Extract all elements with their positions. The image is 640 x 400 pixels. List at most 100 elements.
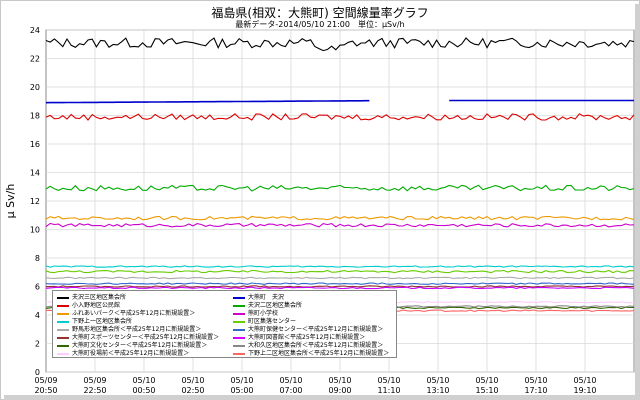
x-tick-time: 07:00: [279, 386, 302, 395]
legend-swatch: [57, 312, 69, 315]
legend-item: 小入野地区公民館: [57, 301, 120, 311]
legend-item: 下野上一区地区集会所: [57, 317, 132, 327]
legend-item: 下野上二区地区集会所＜平成25年12月に新規設置＞: [233, 349, 389, 359]
x-tick-date: 05/09: [34, 376, 57, 385]
legend-swatch: [57, 304, 69, 307]
x-tick-date: 05/10: [377, 376, 400, 385]
series-line: [45, 282, 635, 285]
x-tick-time: 00:50: [132, 386, 155, 395]
x-tick-time: 02:50: [181, 386, 204, 395]
legend-label: 大和久区地区集会所＜平成25年12月に新規設置＞: [248, 342, 384, 349]
legend-swatch: [233, 312, 245, 315]
series-line: [45, 269, 635, 274]
y-tick-label: 2: [35, 340, 40, 349]
legend-item: 大熊町図書館＜平成25年12月に新規設置＞: [233, 333, 365, 343]
y-tick-label: 18: [30, 112, 40, 121]
legend-item: 野馬形地区集会所＜平成25年12月に新規設置＞: [57, 325, 201, 335]
series-line: [45, 222, 635, 228]
legend-label: 小入野地区公民館: [72, 302, 121, 309]
y-tick-label: 22: [30, 55, 40, 64]
y-tick-label: 10: [30, 226, 40, 235]
legend-swatch: [57, 336, 69, 339]
legend-item: 町区集落センター: [233, 317, 296, 327]
y-tick-label: 14: [30, 169, 40, 178]
x-tick-date: 05/09: [83, 376, 106, 385]
chart-legend: 夫沢三区地区集会所 大熊町 夫沢小入野地区公民館 夫沢二区地区集会所ふれあいパーク＜…: [52, 290, 397, 358]
x-tick-date: 05/10: [132, 376, 155, 385]
x-tick-date: 05/10: [475, 376, 498, 385]
legend-label: 大熊町文化センター＜平成25年12月に新規設置＞: [72, 342, 208, 349]
legend-label: 大熊町役場前＜平成25年12月に新規設置＞: [72, 350, 190, 357]
legend-swatch: [233, 336, 245, 339]
frame-shadow-bottom: [4, 395, 640, 400]
x-tick-time: 20:50: [34, 386, 57, 395]
legend-label: 下野上二区地区集会所＜平成25年12月に新規設置＞: [248, 350, 390, 357]
legend-item: 大熊町 夫沢: [233, 293, 284, 303]
x-tick-time: 22:50: [83, 386, 106, 395]
x-tick-time: 11:10: [377, 386, 400, 395]
legend-swatch: [57, 296, 69, 299]
legend-item: 夫沢二区地区集会所: [233, 301, 302, 311]
legend-swatch: [233, 344, 245, 347]
x-tick-time: 13:10: [426, 386, 449, 395]
x-tick-time: 17:10: [524, 386, 547, 395]
legend-label: 下野上一区地区集会所: [72, 318, 133, 325]
y-tick-label: 8: [35, 254, 40, 263]
x-tick-date: 05/10: [573, 376, 596, 385]
y-tick-label: 16: [30, 140, 40, 149]
x-tick-time: 15:10: [475, 386, 498, 395]
x-tick-date: 05/10: [426, 376, 449, 385]
series-line: [45, 113, 635, 121]
series-line: [45, 215, 635, 221]
chart-title: 福島県(相双：大熊町) 空間線量率グラフ: [211, 6, 429, 20]
legend-item: 夫沢三区地区集会所: [57, 293, 126, 303]
legend-swatch: [57, 320, 69, 323]
legend-label: 大熊町保健センター＜平成25年12月に新規設置＞: [248, 326, 384, 333]
y-tick-label: 12: [30, 197, 40, 206]
frame-shadow-right: [635, 4, 640, 400]
legend-label: 大熊町 夫沢: [248, 294, 285, 301]
series-line: [45, 265, 635, 268]
x-tick-time: 19:10: [573, 386, 596, 395]
x-tick-date: 05/10: [524, 376, 547, 385]
legend-item: 大熊町文化センター＜平成25年12月に新規設置＞: [57, 341, 207, 351]
legend-label: 野馬形地区集会所＜平成25年12月に新規設置＞: [72, 326, 202, 333]
x-tick-date: 05/10: [279, 376, 302, 385]
x-tick-date: 05/10: [181, 376, 204, 385]
series-line: [45, 37, 635, 52]
legend-label: 大熊町図書館＜平成25年12月に新規設置＞: [248, 334, 366, 341]
y-tick-label: 4: [35, 311, 40, 320]
y-tick-label: 24: [30, 26, 40, 35]
legend-label: 熊町小学校: [248, 310, 279, 317]
legend-item: 熊町小学校: [233, 309, 278, 319]
series-line: [46, 285, 635, 288]
legend-swatch: [233, 304, 245, 307]
series-line: [45, 184, 635, 192]
legend-swatch: [233, 352, 245, 355]
x-tick-date: 05/10: [230, 376, 253, 385]
x-tick-date: 05/10: [328, 376, 351, 385]
legend-item: 大熊町役場前＜平成25年12月に新規設置＞: [57, 349, 189, 359]
x-tick-time: 05:00: [230, 386, 253, 395]
legend-label: 町区集落センター: [248, 318, 297, 325]
y-axis-label: μ Sv/h: [4, 184, 17, 219]
series-line: [45, 99, 370, 104]
y-tick-label: 20: [30, 83, 40, 92]
legend-item: 大和久区地区集会所＜平成25年12月に新規設置＞: [233, 341, 383, 351]
x-tick-time: 09:00: [328, 386, 351, 395]
legend-label: ふれあいパーク＜平成25年12月に新規設置＞: [72, 310, 196, 317]
legend-swatch: [233, 320, 245, 323]
y-tick-label: 6: [35, 283, 40, 292]
legend-item: 大熊町保健センター＜平成25年12月に新規設置＞: [233, 325, 383, 335]
legend-swatch: [57, 328, 69, 331]
legend-swatch: [57, 352, 69, 355]
series-line: [45, 286, 635, 290]
y-tick-label: 0: [35, 368, 40, 377]
legend-swatch: [57, 344, 69, 347]
legend-swatch: [233, 296, 245, 299]
chart-subtitle: 最新データ-2014/05/10 21:00 単位：μSv/h: [235, 20, 405, 29]
legend-swatch: [233, 328, 245, 331]
series-line: [45, 276, 635, 280]
legend-label: 夫沢三区地区集会所: [72, 294, 127, 301]
legend-label: 大熊町スポーツセンター＜平成25年12月に新規設置＞: [72, 334, 220, 341]
